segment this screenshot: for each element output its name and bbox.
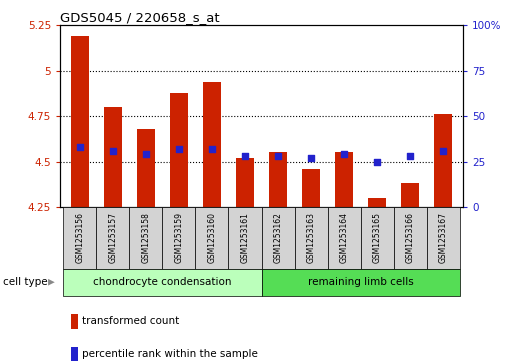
Text: GSM1253164: GSM1253164: [339, 212, 348, 263]
Text: GSM1253160: GSM1253160: [208, 212, 217, 263]
Bar: [335, 152, 353, 207]
Bar: [393, 207, 427, 269]
Point: [307, 155, 315, 161]
Point: [142, 151, 150, 157]
Bar: [63, 269, 262, 296]
Text: chondrocyte condensation: chondrocyte condensation: [93, 277, 232, 287]
Point: [274, 153, 282, 159]
Text: GSM1253167: GSM1253167: [439, 212, 448, 263]
Text: remaining limb cells: remaining limb cells: [308, 277, 413, 287]
Point: [241, 153, 249, 159]
Bar: [71, 36, 89, 207]
Bar: [63, 207, 96, 269]
Bar: [96, 207, 130, 269]
Bar: [427, 207, 460, 269]
Bar: [229, 207, 262, 269]
Bar: [401, 183, 419, 207]
Text: GSM1253163: GSM1253163: [306, 212, 315, 263]
Text: GSM1253166: GSM1253166: [405, 212, 415, 263]
Point: [76, 144, 84, 150]
Bar: [137, 129, 155, 207]
Text: GSM1253165: GSM1253165: [372, 212, 382, 263]
Point: [208, 146, 216, 152]
Bar: [262, 207, 294, 269]
Text: GSM1253158: GSM1253158: [141, 212, 151, 263]
Text: GDS5045 / 220658_s_at: GDS5045 / 220658_s_at: [60, 11, 220, 24]
Bar: [203, 82, 221, 207]
Bar: [302, 169, 320, 207]
Text: transformed count: transformed count: [82, 316, 179, 326]
Bar: [360, 207, 393, 269]
Bar: [236, 158, 254, 207]
Bar: [170, 93, 188, 207]
Bar: [163, 207, 196, 269]
Text: percentile rank within the sample: percentile rank within the sample: [82, 349, 258, 359]
Bar: [104, 107, 122, 207]
Text: cell type: cell type: [3, 277, 47, 287]
Bar: [368, 198, 386, 207]
Bar: [262, 269, 460, 296]
Point: [109, 148, 117, 154]
Text: GSM1253156: GSM1253156: [75, 212, 84, 263]
Bar: [294, 207, 327, 269]
Point: [175, 146, 183, 152]
Text: GSM1253157: GSM1253157: [108, 212, 118, 263]
Text: GSM1253162: GSM1253162: [274, 212, 282, 263]
Bar: [327, 207, 360, 269]
Text: GSM1253161: GSM1253161: [241, 212, 249, 263]
Point: [406, 153, 414, 159]
Point: [340, 151, 348, 157]
Bar: [434, 114, 452, 207]
Point: [439, 148, 447, 154]
Text: GSM1253159: GSM1253159: [175, 212, 184, 263]
Point: [373, 159, 381, 164]
Bar: [196, 207, 229, 269]
Bar: [130, 207, 163, 269]
Bar: [269, 152, 287, 207]
